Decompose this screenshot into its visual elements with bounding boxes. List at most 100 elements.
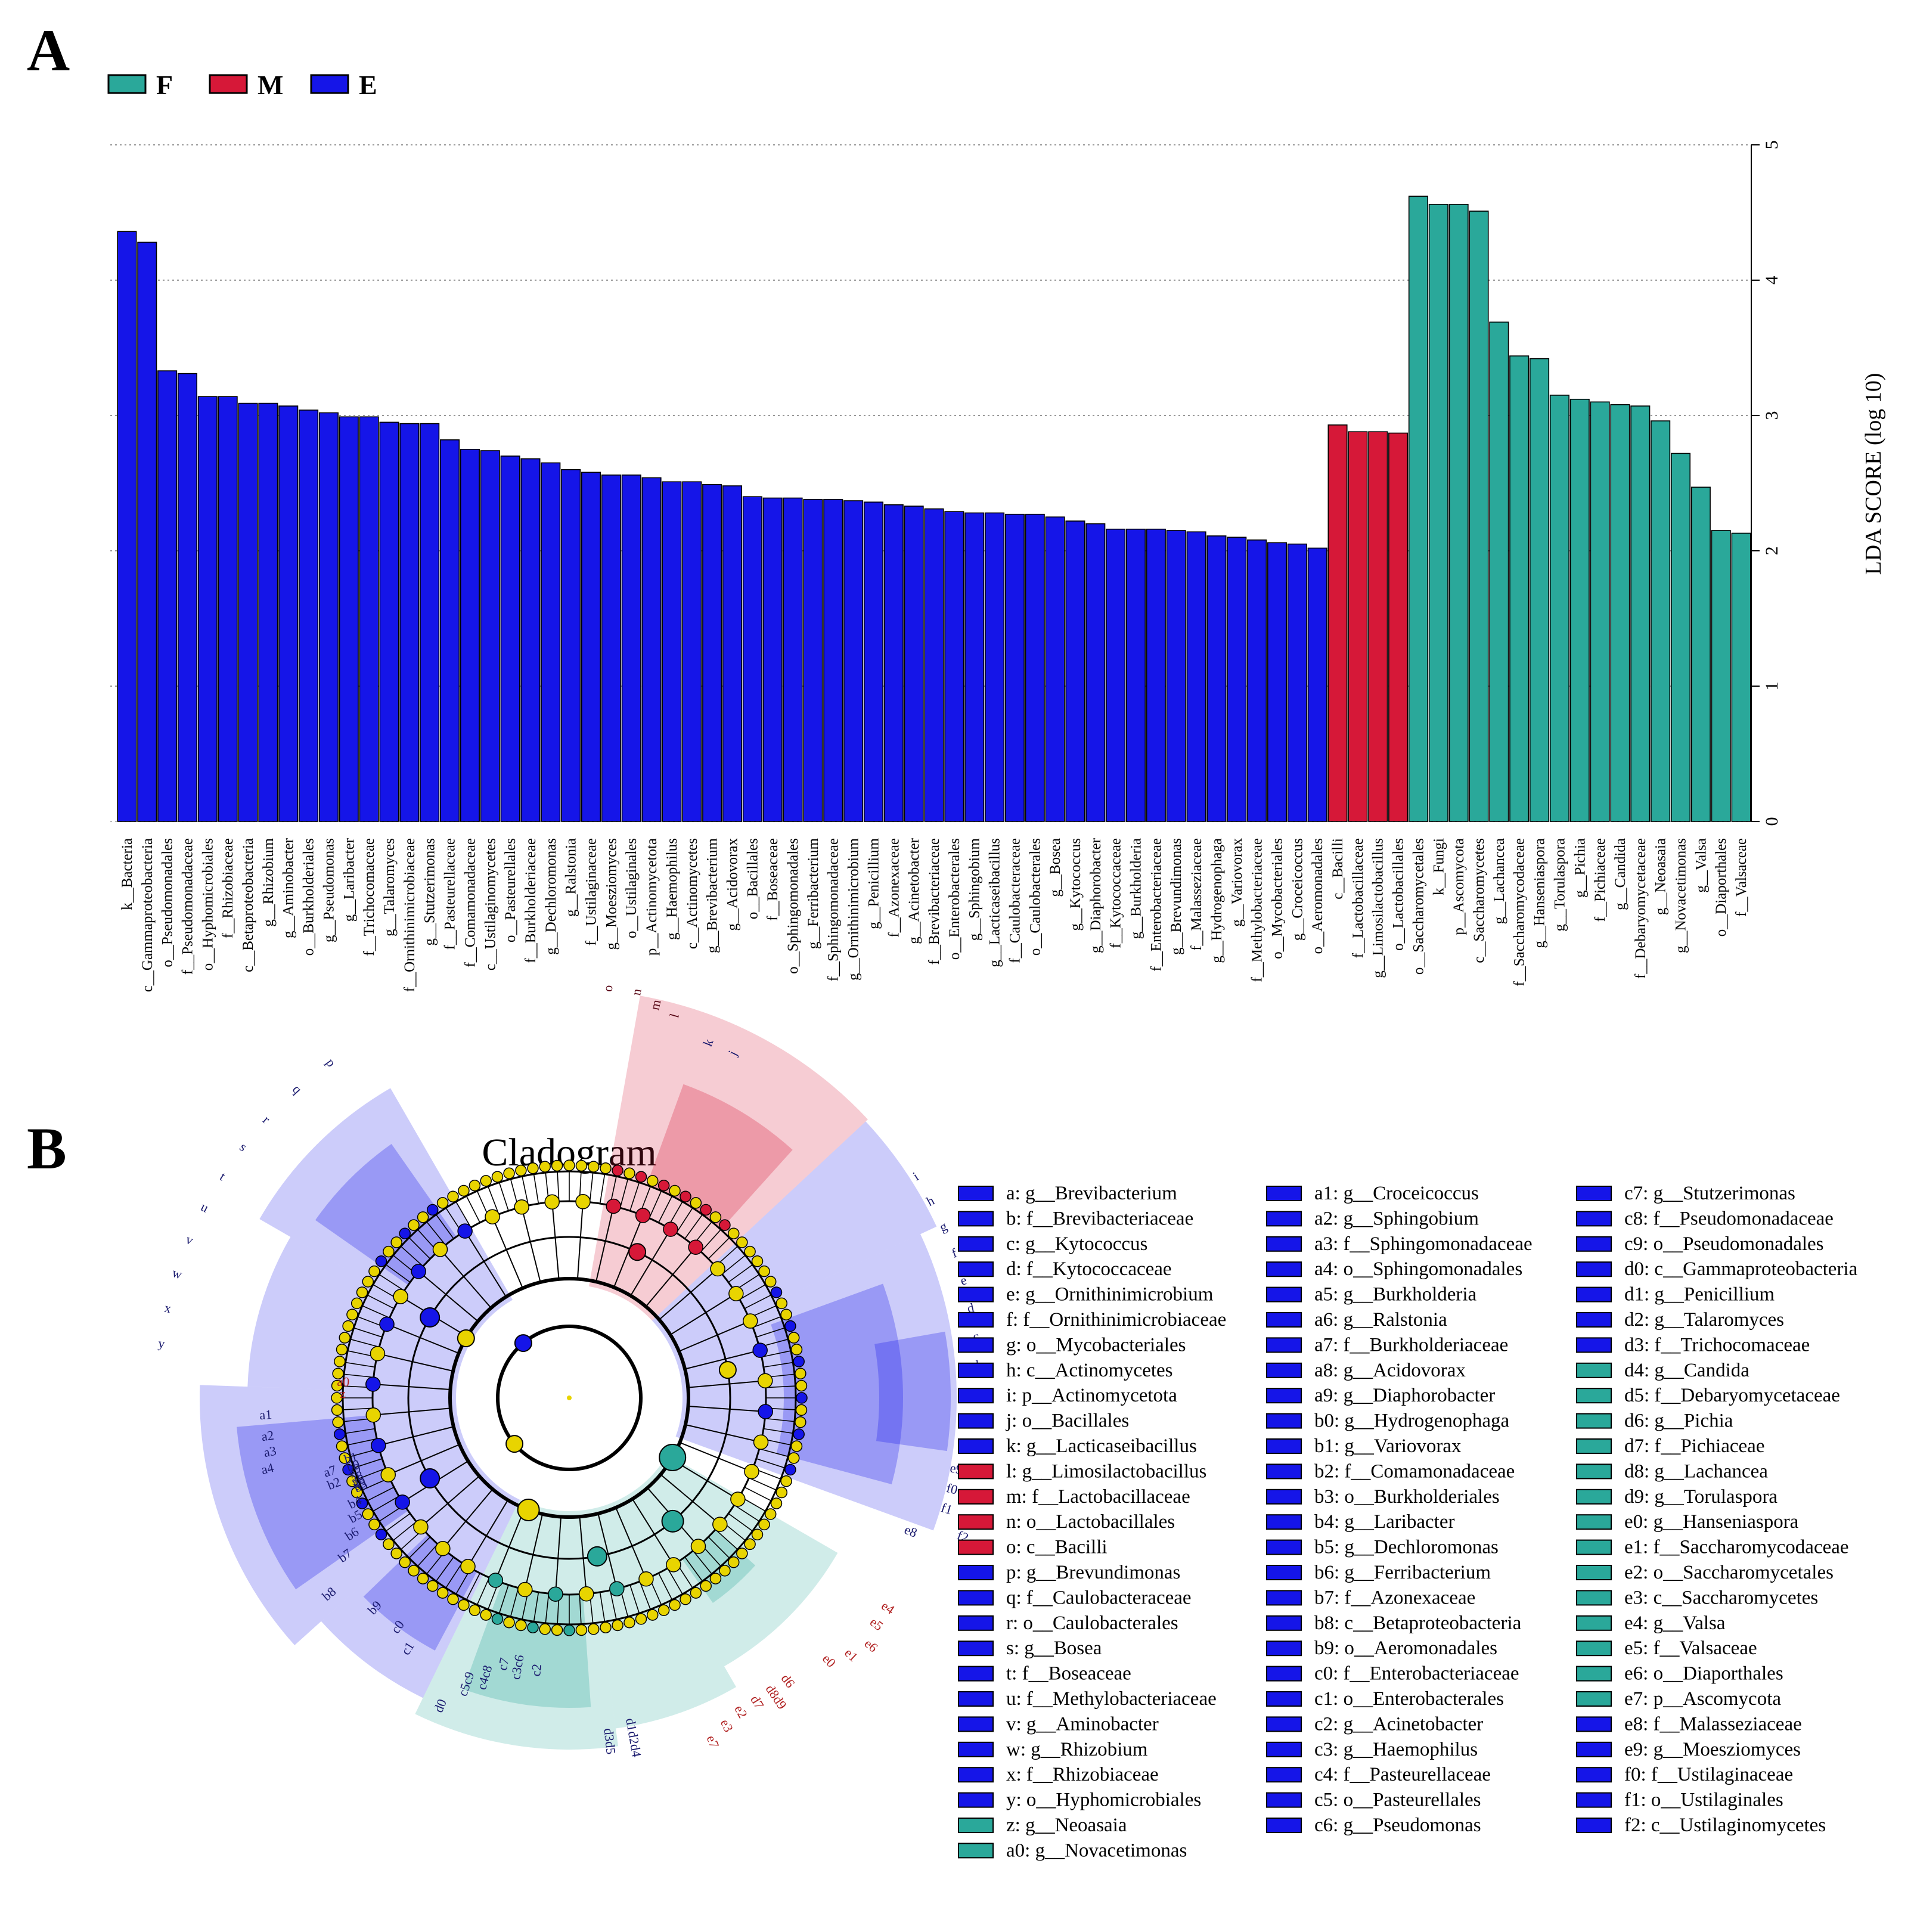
legend-swatch [1576, 1818, 1612, 1833]
legend-entry: d0: c__Gammaproteobacteria [1624, 1258, 1858, 1280]
x-tick-label: p__Ascomycota [1451, 838, 1467, 935]
tree-node [657, 1604, 670, 1617]
tree-branch [362, 1292, 395, 1309]
tree-branch [688, 1380, 765, 1388]
tree-node [690, 1539, 706, 1554]
legend-swatch [1266, 1438, 1302, 1454]
tree-branch [765, 1418, 801, 1423]
legend-swatch [1266, 1514, 1302, 1530]
tree-branch [615, 1507, 647, 1580]
tree-branch [680, 1441, 752, 1472]
tree-root [567, 1395, 572, 1400]
legend-swatch [1576, 1286, 1612, 1303]
bar-f__Pasteurellaceae [440, 439, 460, 822]
tree-node [432, 1242, 448, 1257]
y-axis: 0 1 2 3 4 5 [1751, 141, 1782, 826]
tree-node [390, 1236, 402, 1248]
x-tick-label: p__Actinomycetota [644, 838, 660, 956]
tree-ring [496, 1325, 643, 1471]
tree-node [588, 1623, 600, 1635]
tree-node [517, 1498, 540, 1521]
tree-node [635, 1171, 647, 1183]
bar-f__Saccharomycodaceae [1509, 355, 1530, 822]
tree-branch [684, 1210, 706, 1239]
tree-branch [678, 1320, 751, 1352]
tree-branch [752, 1314, 787, 1328]
legend-entry: t: f__Boseaceae [1006, 1663, 1131, 1685]
x-tick-label: g__Lacticaseibacillus [987, 838, 1003, 967]
legend-swatch [1576, 1388, 1612, 1404]
clade-label: u [198, 1199, 211, 1215]
tree-branch [356, 1303, 390, 1319]
bar-g__Candida [1610, 404, 1630, 822]
tree-node [447, 1593, 459, 1605]
tree-branch [684, 1350, 761, 1370]
tree-node [728, 1556, 740, 1568]
x-tick-label: g__Candida [1612, 838, 1628, 910]
legend-entry: b9: o__Aeromonadales [1314, 1638, 1497, 1659]
x-tick-label: f__Ustilaginaceae [584, 838, 600, 945]
bar-c__Ustilaginomycetes [480, 450, 500, 822]
bar-f__Comamonadaceae [460, 448, 480, 822]
tree-node [380, 1467, 396, 1483]
bar-g__Acinetobacter [904, 506, 924, 822]
tree-node [647, 1175, 659, 1187]
x-tick-label: g__Hanseniaspora [1532, 838, 1548, 948]
x-tick-label: g__Novacetimonas [1673, 838, 1689, 953]
tree-node [420, 1307, 441, 1328]
tree-node [408, 1219, 420, 1231]
tree-branch [556, 1165, 560, 1202]
tree-branch [744, 1487, 777, 1504]
tree-node [787, 1332, 800, 1344]
legend-swatch [958, 1741, 994, 1757]
legend-swatch [1266, 1539, 1302, 1555]
legend-swatch [1576, 1565, 1612, 1580]
tree-branch [367, 1496, 399, 1515]
tree-node [480, 1609, 492, 1621]
tree-node [514, 1334, 532, 1353]
tree-branch [693, 1550, 716, 1579]
tree-branch [442, 1562, 463, 1593]
bar-k__Fungi [1428, 204, 1448, 822]
legend-swatch [958, 1691, 994, 1707]
bar-g__Lachancea [1489, 321, 1509, 822]
tree-branch [348, 1458, 383, 1471]
tree-branch [721, 1251, 750, 1274]
legend-entry: r: o__Caulobacterales [1006, 1612, 1178, 1634]
tree-branch [728, 1513, 758, 1535]
clade-label: s [237, 1139, 250, 1154]
tree-node [609, 1581, 625, 1596]
x-tick-label: g__Pseudomonas [321, 838, 337, 942]
legend-swatch-F [107, 74, 147, 94]
legend-entry: a7: f__Burkholderiaceae [1314, 1334, 1508, 1356]
x-tick-label: g__Laribacter [341, 838, 357, 922]
tree-node [709, 1573, 722, 1584]
clade-label: a0 [337, 1374, 350, 1390]
x-tick-label: g__Moesziomyces [603, 838, 619, 950]
tree-branch [404, 1233, 431, 1260]
legend-swatch [1266, 1565, 1302, 1580]
tree-node [485, 1209, 500, 1224]
tree-branch [599, 1592, 606, 1628]
bar-f__Burkholderiaceae [520, 458, 541, 822]
tree-node [744, 1463, 759, 1480]
clade-label: i [910, 1169, 921, 1183]
tree-node [515, 1619, 527, 1632]
tree-node [775, 1486, 788, 1499]
tree-branch [348, 1325, 383, 1338]
x-tick-label: g__Hydrogenophaga [1209, 838, 1225, 963]
tree-node [753, 1434, 769, 1450]
tree-branch [551, 1202, 560, 1279]
tree-node [527, 1621, 539, 1633]
legend-entry: b2: f__Comamonadaceae [1314, 1460, 1515, 1482]
legend-swatch [1576, 1615, 1612, 1631]
tree-branch [700, 1224, 725, 1252]
bar-o__Mycobacteriales [1267, 542, 1288, 822]
x-tick-label: f__Boseaceae [765, 838, 781, 921]
clade-label: n [628, 988, 644, 997]
tree-node [793, 1428, 805, 1440]
legend-entry: a2: g__Sphingobium [1314, 1208, 1479, 1229]
bar-g__Dechloromonas [541, 462, 561, 822]
legend-entry: d7: f__Pichiaceae [1624, 1435, 1764, 1457]
